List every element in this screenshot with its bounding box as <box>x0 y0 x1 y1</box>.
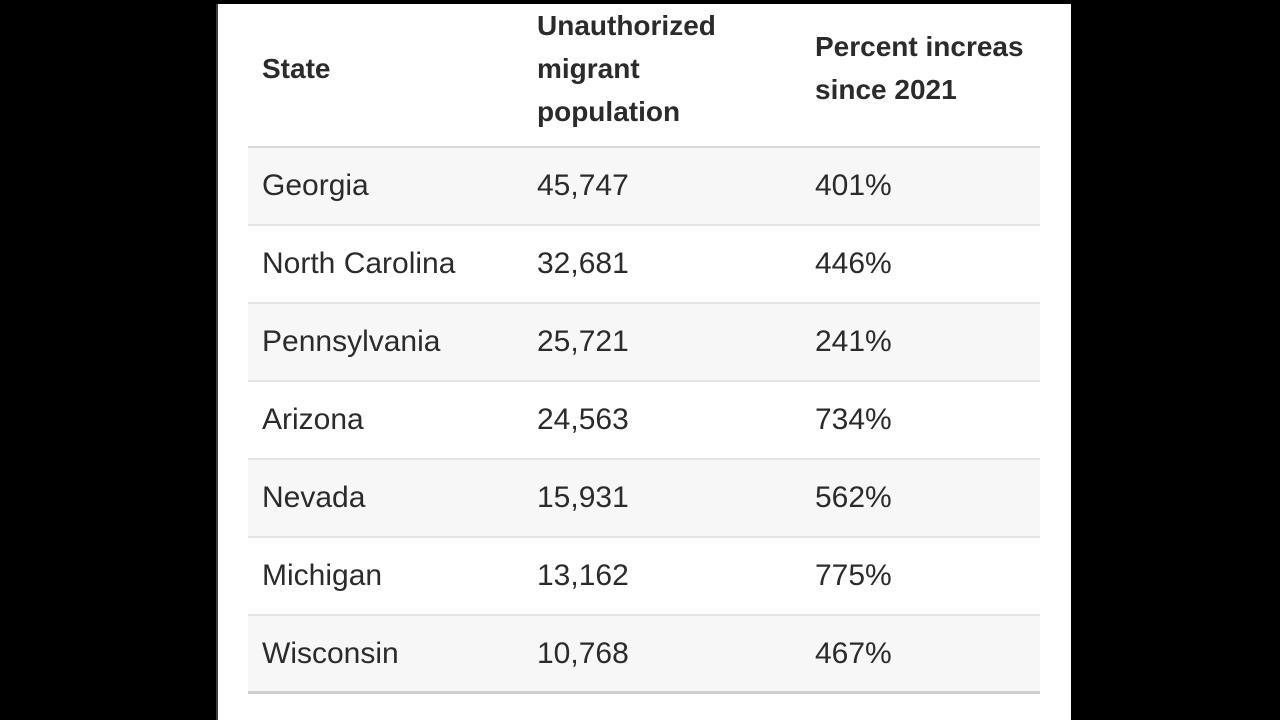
cell-percent: 401% <box>815 169 892 202</box>
table-row: Pennsylvania 25,721 241% <box>248 304 1040 382</box>
table-row: Michigan 13,162 775% <box>248 538 1040 616</box>
cell-population: 45,747 <box>537 169 629 202</box>
content-panel: State Unauthorized migrant population Pe… <box>216 4 1071 720</box>
cell-population: 24,563 <box>537 403 629 436</box>
cell-population: 32,681 <box>537 247 629 280</box>
cell-percent: 467% <box>815 636 892 670</box>
cell-percent: 241% <box>815 325 892 358</box>
header-cell-population: Unauthorized migrant population <box>523 4 801 146</box>
cell-state: Pennsylvania <box>262 325 441 358</box>
cell-population: 15,931 <box>537 481 629 514</box>
cell-population: 25,721 <box>537 325 629 358</box>
header-cell-state: State <box>248 4 523 146</box>
cell-percent: 562% <box>815 481 892 514</box>
cell-percent: 775% <box>815 559 892 592</box>
header-population-line-2: migrant <box>537 52 640 84</box>
table-row: Arizona 24,563 734% <box>248 382 1040 460</box>
cell-percent: 734% <box>815 403 892 436</box>
header-state-line: State <box>262 52 331 84</box>
header-percent-line-1: Percent increas <box>815 31 1024 62</box>
header-population-line-3: population <box>537 95 681 127</box>
table-header-row: State Unauthorized migrant population Pe… <box>248 4 1040 148</box>
cell-state: Nevada <box>262 481 366 514</box>
data-table: State Unauthorized migrant population Pe… <box>248 4 1040 694</box>
table-row: North Carolina 32,681 446% <box>248 226 1040 304</box>
cell-state: Arizona <box>262 403 364 436</box>
header-cell-percent: Percent increas since 2021 <box>801 4 1040 146</box>
cell-state: North Carolina <box>262 247 456 280</box>
cell-state: Georgia <box>262 169 369 202</box>
cell-percent: 446% <box>815 247 892 280</box>
header-percent-line-2: since 2021 <box>815 74 957 105</box>
table-row: Georgia 45,747 401% <box>248 148 1040 226</box>
header-population-line-1: Unauthorized <box>537 9 716 41</box>
cell-state: Wisconsin <box>262 636 399 670</box>
table-row: Nevada 15,931 562% <box>248 460 1040 538</box>
table-row: Wisconsin 10,768 467% <box>248 616 1040 694</box>
cell-population: 13,162 <box>537 559 629 592</box>
cell-population: 10,768 <box>537 636 629 670</box>
cell-state: Michigan <box>262 559 383 592</box>
